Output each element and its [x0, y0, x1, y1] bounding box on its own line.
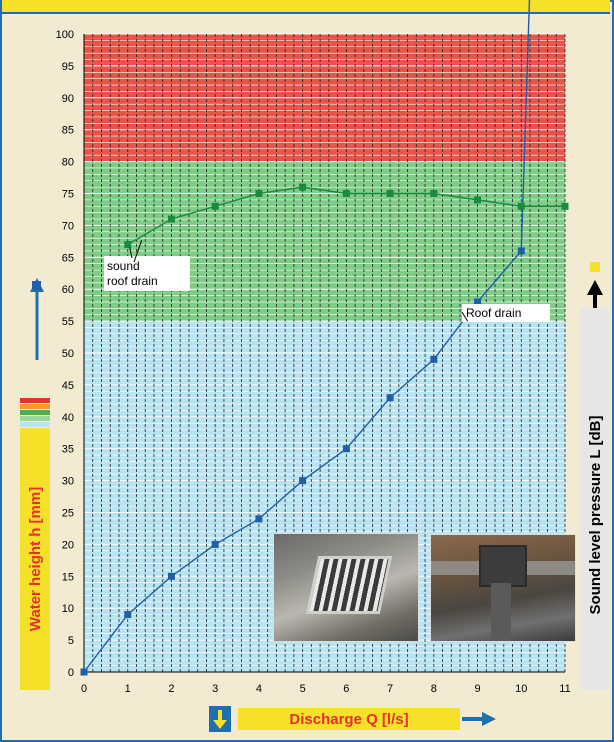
y-tick-label: 35: [62, 444, 74, 456]
top-title-strip: [2, 0, 610, 14]
annotation-box-sound: [104, 256, 190, 291]
data-point: [474, 196, 482, 204]
y-tick-label: 45: [62, 380, 74, 392]
annotation-text-sound: roof drain: [107, 274, 158, 288]
y-tick-label: 50: [62, 348, 74, 360]
data-point: [342, 445, 350, 453]
data-point: [517, 247, 525, 255]
x-tick-label: 10: [515, 683, 527, 695]
y-tick-labels: 0 5 10 15 20 25 30 35 40 45 50 55 60 65 70 75 80 85 90 95 10…: [56, 29, 74, 679]
y-tick-label: 80: [62, 157, 74, 169]
x-tick-label: 4: [256, 683, 262, 695]
right-axis-label: Sound level pressure L [dB]: [586, 415, 604, 615]
x-axis-label: Discharge Q [l/s]: [238, 708, 460, 730]
level-bar-red: [20, 398, 50, 403]
down-arrow-box: [209, 706, 231, 732]
y-tick-label: 40: [62, 412, 74, 424]
x-tick-label: 5: [300, 683, 306, 695]
data-point: [561, 202, 569, 210]
x-tick-label: 9: [474, 683, 480, 695]
level-bar-lightgreen: [20, 416, 50, 421]
data-point: [124, 241, 132, 249]
annotation-leader: [129, 247, 133, 259]
sound-legend-marker-icon: [590, 262, 600, 272]
data-point: [167, 215, 175, 223]
y-tick-label: 10: [62, 603, 74, 615]
data-point: [255, 190, 263, 197]
level-bar-green: [20, 410, 50, 415]
x-tick-label: 2: [168, 683, 174, 695]
x-tick-label: 8: [431, 683, 437, 695]
y-tick-label: 25: [62, 508, 74, 520]
x-tick-label: 3: [212, 683, 218, 695]
x-tick-label: 6: [343, 683, 349, 695]
annotation-text-roof: Roof drain: [466, 306, 521, 320]
y-tick-label: 65: [62, 252, 74, 264]
data-point: [430, 355, 438, 363]
band-1: [84, 161, 565, 322]
data-point: [167, 572, 175, 580]
data-point: [255, 515, 263, 523]
series-line-0: [83, 0, 531, 673]
data-point: [386, 190, 394, 197]
data-point: [299, 477, 307, 485]
data-point: [517, 202, 525, 210]
level-bar-lightblue: [20, 422, 50, 427]
y-tick-label: 20: [62, 539, 74, 551]
x-tick-label: 7: [387, 683, 393, 695]
y-tick-label: 5: [68, 635, 74, 647]
y-tick-label: 30: [62, 476, 74, 488]
data-point: [211, 202, 219, 210]
y-tick-label: 0: [68, 667, 74, 679]
data-point: [474, 298, 482, 306]
annotation-leader: [133, 239, 143, 263]
level-bar-orange: [20, 404, 50, 409]
y-axis-label: Water height h [mm]: [26, 486, 44, 632]
y-tick-label: 70: [62, 220, 74, 232]
grate-shape: [305, 556, 393, 614]
x-tick-labels: 0 1 2 3 4 5 6 7 8 9 10 11: [81, 683, 571, 695]
data-point: [299, 183, 307, 191]
y-tick-label: 90: [62, 93, 74, 105]
right-axis-arrow-head: [587, 280, 603, 295]
annotation-leader: [461, 311, 468, 322]
data-point: [430, 190, 438, 197]
roof-drain-test-rig-photo: [430, 534, 576, 642]
annotation-text-sound: sound: [107, 259, 140, 273]
x-tick-label: 1: [125, 683, 131, 695]
annotation-box-roof: [462, 304, 550, 322]
data-point: [386, 394, 394, 402]
down-arrow-icon: [213, 710, 227, 729]
x-tick-label: 11: [559, 683, 570, 695]
right-axis-label-background: [580, 308, 610, 690]
data-point: [342, 190, 350, 197]
data-point: [80, 668, 88, 676]
y-tick-label: 60: [62, 284, 74, 296]
y-tick-label: 75: [62, 189, 74, 201]
y-tick-label: 85: [62, 125, 74, 137]
drain-box-shape: [479, 545, 527, 587]
x-axis-arrow-head: [482, 712, 496, 726]
y-tick-label: 55: [62, 316, 74, 328]
x-tick-label: 0: [81, 683, 87, 695]
series-layer: [80, 0, 569, 676]
drain-pipe-shape: [491, 583, 511, 641]
data-point: [211, 540, 219, 548]
y-axis-label-background: [20, 428, 50, 690]
y-tick-label: 100: [56, 29, 74, 41]
roof-drain-grate-photo: [273, 533, 419, 642]
axes: [83, 34, 565, 673]
data-point: [124, 611, 132, 619]
roof-drain-legend-marker-icon: [32, 281, 41, 290]
y-tick-label: 15: [62, 571, 74, 583]
y-tick-label: 95: [62, 61, 74, 73]
